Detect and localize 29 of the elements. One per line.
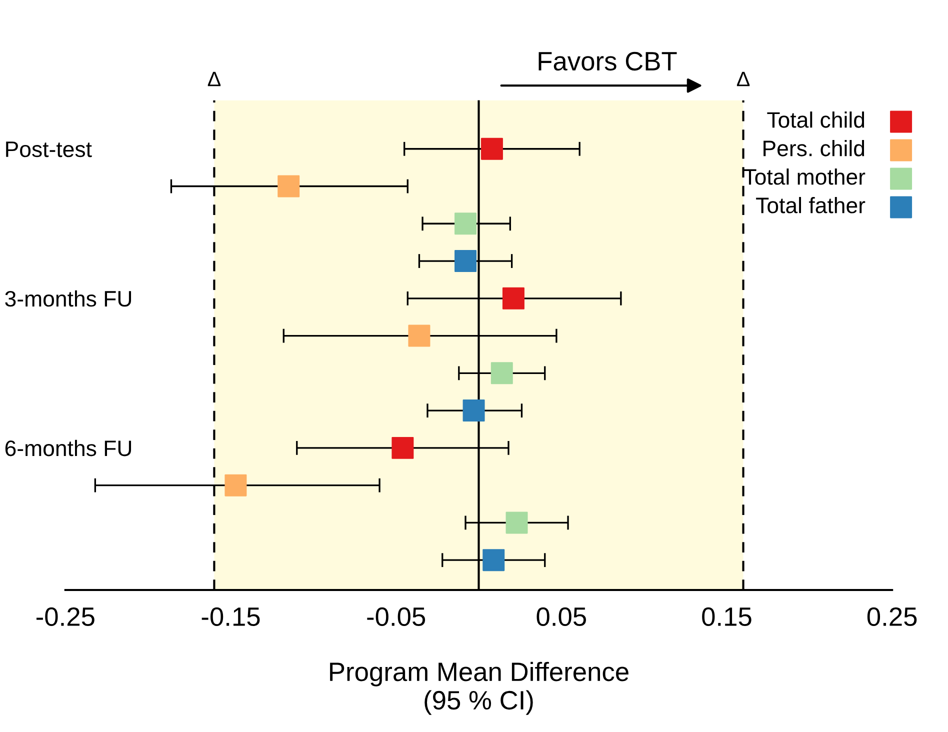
point bbox=[392, 436, 414, 459]
point bbox=[408, 324, 430, 347]
ref-line-label: Δ bbox=[208, 72, 221, 86]
x-tick-label: 0.15 bbox=[702, 607, 752, 626]
point bbox=[278, 175, 300, 198]
point bbox=[480, 138, 503, 160]
point bbox=[224, 474, 247, 496]
x-tick-label: -0.05 bbox=[367, 607, 426, 626]
legend-label: Total child bbox=[767, 112, 864, 128]
legend-label: Total mother bbox=[744, 168, 866, 185]
point bbox=[490, 362, 513, 384]
x-tick-label: -0.15 bbox=[202, 607, 260, 626]
y-tick-label: 3-months FU bbox=[5, 290, 132, 307]
x-tick-label: 0.05 bbox=[536, 607, 586, 626]
point bbox=[502, 287, 524, 310]
x-axis-title: Program Mean Difference (95 % CI) bbox=[330, 662, 628, 715]
point bbox=[454, 212, 477, 235]
x-tick-label: -0.25 bbox=[36, 607, 94, 626]
ref-line-label: Δ bbox=[736, 72, 750, 86]
point bbox=[462, 400, 485, 422]
x-tick-label: 0.25 bbox=[867, 607, 917, 626]
legend-label: Pers. child bbox=[764, 140, 864, 156]
y-tick-label: Post-test bbox=[6, 142, 92, 158]
text: Favors CBT bbox=[538, 52, 677, 71]
point bbox=[482, 549, 505, 572]
legend-label: Total father bbox=[756, 196, 866, 214]
point bbox=[506, 512, 528, 534]
point bbox=[454, 250, 477, 272]
y-tick-label: 6-months FU bbox=[5, 440, 132, 456]
